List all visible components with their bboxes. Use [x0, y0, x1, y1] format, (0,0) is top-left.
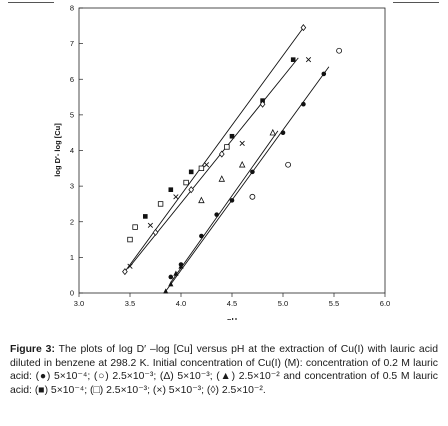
caption-label: Figure 3:	[10, 344, 55, 355]
filled-circle-point	[229, 198, 235, 203]
top-rule-right	[393, 2, 439, 3]
open-square-point	[157, 201, 164, 207]
filled-triangle-point	[168, 281, 174, 287]
open-triangle-point	[238, 160, 246, 168]
plot-frame	[78, 7, 386, 294]
x-axis: 3.0 3.5 4.0 4.5 5.0 5.5 6.0	[74, 293, 390, 308]
filled-circle-point	[199, 233, 204, 239]
y-tick-label: 1	[70, 253, 74, 262]
y-tick-label: 8	[70, 4, 74, 13]
cross-point	[305, 57, 312, 63]
x-tick-label: 5.5	[329, 299, 339, 308]
filled-circle-point	[214, 212, 219, 217]
open-diamond-point	[122, 268, 128, 276]
open-triangle-point	[198, 196, 205, 204]
filled-square-point	[260, 98, 265, 103]
open-square-point	[183, 179, 189, 186]
open-diamond-point	[152, 228, 159, 236]
filled-circle-point	[321, 71, 327, 77]
x-axis-title: pH	[227, 316, 237, 320]
open-diamond-point	[300, 24, 307, 32]
open-square-point	[224, 144, 230, 150]
y-tick-label: 4	[70, 146, 74, 155]
x-tick-label: 4.5	[227, 299, 237, 308]
cross-point	[147, 222, 154, 228]
fit-line	[129, 57, 299, 267]
data-points	[122, 24, 343, 294]
filled-square-point	[143, 214, 148, 219]
open-circle-point	[249, 193, 256, 200]
open-square-point	[198, 165, 205, 172]
open-square-point	[132, 224, 138, 230]
open-square-point	[127, 236, 133, 243]
filled-circle-point	[280, 130, 286, 135]
x-tick-label: 3.5	[125, 299, 135, 308]
cross-point	[239, 140, 245, 146]
caption-text: The plots of log D′ –log [Cu] versus pH …	[10, 344, 438, 396]
cross-point	[173, 194, 179, 200]
filled-triangle-point	[173, 270, 179, 276]
open-diamond-point	[188, 186, 195, 194]
open-triangle-point	[269, 128, 277, 136]
filled-circle-point	[301, 101, 306, 107]
x-tick-label: 5.0	[278, 299, 288, 308]
filled-circle-point	[250, 169, 255, 175]
filled-square-point	[229, 133, 235, 139]
y-tick-label: 3	[70, 182, 74, 191]
y-axis: 0 1 2 3 4 5 6 7 8	[70, 4, 83, 298]
cross-point	[127, 263, 133, 269]
open-diamond-point	[218, 150, 225, 158]
y-tick-label: 0	[70, 289, 74, 298]
cross-point	[203, 162, 210, 168]
filled-triangle-point	[163, 288, 169, 294]
top-rule-left	[8, 2, 54, 3]
open-circle-point	[285, 161, 292, 168]
x-tick-label: 4.0	[176, 299, 186, 308]
open-triangle-point	[218, 175, 226, 182]
y-tick-label: 6	[70, 75, 74, 84]
filled-triangle-point	[178, 263, 184, 269]
x-tick-label: 3.0	[74, 299, 84, 308]
filled-square-point	[168, 187, 174, 192]
y-axis-title: log D′- log [Cu]	[53, 123, 62, 177]
filled-circle-point	[168, 274, 174, 280]
figure-caption: Figure 3: The plots of log D′ –log [Cu] …	[10, 343, 438, 397]
scatter-plot: 0 1 2 3 4 5 6 7 8 3.0 3.5 4.0 4.5 5.0 5.5 6.0 pH log D…	[53, 4, 390, 320]
y-tick-label: 2	[70, 217, 74, 226]
y-tick-label: 7	[70, 39, 74, 48]
x-tick-label: 6.0	[380, 299, 390, 308]
open-circle-point	[336, 47, 343, 54]
filled-square-point	[290, 57, 296, 62]
y-tick-label: 5	[70, 110, 74, 119]
open-diamond-point	[259, 100, 266, 108]
fit-line	[170, 130, 279, 283]
filled-square-point	[188, 169, 194, 175]
